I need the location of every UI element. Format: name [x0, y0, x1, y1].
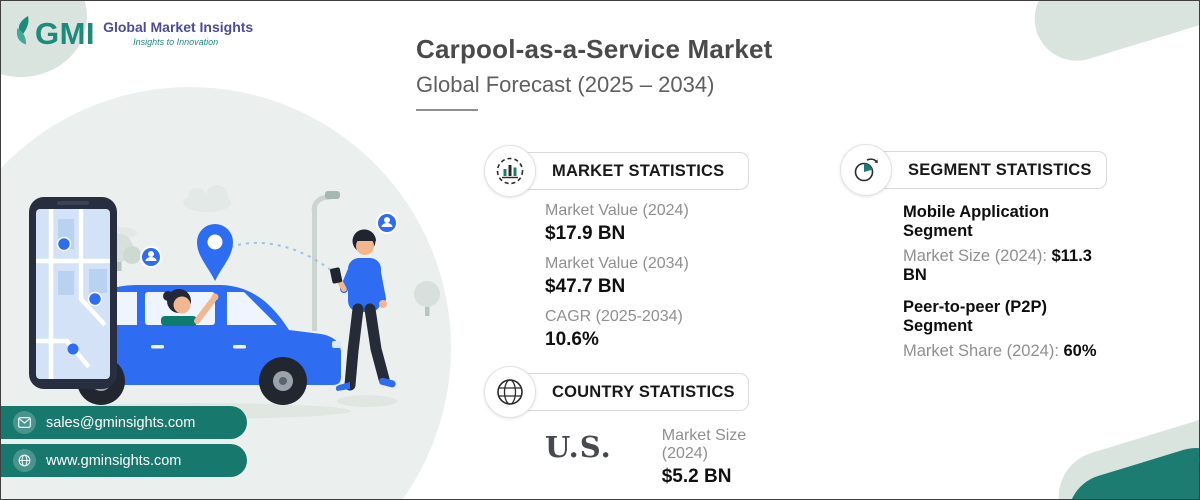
street-lamp-graphic — [311, 191, 340, 331]
segment-name: Mobile Application Segment — [903, 203, 1050, 240]
stat-value: $47.7 BN — [545, 276, 626, 297]
segment-stat: Market Size (2024): $11.3 BN — [903, 247, 1107, 285]
contact-block: sales@gminsights.com www.gminsights.com — [1, 401, 247, 477]
map-pin-icon — [197, 224, 233, 281]
envelope-icon — [13, 411, 36, 434]
segment-item: Peer-to-peer (P2P) Segment Market Share … — [903, 298, 1107, 361]
segment-stat-label: Market Size (2024): — [903, 247, 1047, 265]
stat-label: Market Value (2024) — [545, 202, 689, 219]
brand-logo: GMI Global Market Insights Insights to I… — [15, 15, 253, 52]
globe-icon — [13, 449, 36, 472]
stat-item: Market Value (2024) $17.9 BN — [545, 202, 749, 245]
stat-label: CAGR (2025-2034) — [545, 308, 683, 325]
leaf-icon — [15, 15, 30, 52]
brand-name: Global Market Insights — [103, 18, 254, 35]
country-statistics-heading: COUNTRY STATISTICS — [552, 382, 735, 401]
subtitle-underline — [416, 109, 478, 111]
clouds-graphic — [105, 185, 231, 239]
segment-stat-value: 60% — [1063, 342, 1097, 360]
stat-value: $5.2 BN — [661, 466, 732, 487]
segment-name: Peer-to-peer (P2P) Segment — [903, 298, 1047, 335]
brand-initials: GMI — [35, 16, 96, 51]
email-link[interactable]: sales@gminsights.com — [1, 406, 247, 439]
segment-item: Mobile Application Segment Market Size (… — [903, 203, 1107, 285]
country-statistics-header: COUNTRY STATISTICS — [484, 366, 749, 418]
page-subtitle: Global Forecast (2025 – 2034) — [416, 72, 715, 97]
segment-statistics-heading: SEGMENT STATISTICS — [908, 160, 1092, 179]
market-statistics-header: MARKET STATISTICS — [484, 145, 749, 197]
pie-chart-icon — [840, 144, 892, 196]
market-statistics-section: MARKET STATISTICS Market Value (2024) $1… — [484, 145, 749, 361]
stat-label: Market Value (2034) — [545, 255, 689, 272]
country-statistics-section: COUNTRY STATISTICS U.S. Market Size (202… — [484, 366, 749, 498]
page-title: Carpool-as-a-Service Market — [416, 34, 773, 64]
corner-accent-top-right — [1024, 1, 1199, 72]
globe-bar-chart-icon — [484, 145, 536, 197]
globe-icon — [484, 366, 536, 418]
tree-graphic-right — [414, 281, 440, 316]
rider-avatar-icon — [376, 212, 398, 234]
segment-stat-value: $11.3 BN — [903, 247, 1092, 284]
market-statistics-heading: MARKET STATISTICS — [552, 161, 725, 180]
segment-statistics-header: SEGMENT STATISTICS — [840, 144, 1107, 196]
stat-item: CAGR (2025-2034) 10.6% — [545, 308, 749, 351]
segment-statistics-section: SEGMENT STATISTICS Mobile Application Se… — [840, 144, 1107, 374]
header: Carpool-as-a-Service Market Global Forec… — [416, 34, 773, 111]
stat-value: 10.6% — [545, 329, 599, 350]
stat-item: Market Size (2024) $5.2 BN — [662, 427, 749, 488]
passenger-graphic — [330, 229, 396, 391]
segment-stat-label: Market Share (2024): — [903, 342, 1059, 360]
rider-avatar-icon — [140, 246, 162, 268]
country-name: U.S. — [545, 430, 612, 464]
brand-tagline: Insights to Innovation — [133, 37, 219, 48]
driver-graphic — [161, 289, 219, 326]
website-link[interactable]: www.gminsights.com — [1, 444, 247, 477]
stat-item: Market Value (2034) $47.7 BN — [545, 255, 749, 298]
stat-label: Market Size (2024) — [661, 427, 747, 462]
stat-value: $17.9 BN — [545, 223, 626, 244]
website-text: www.gminsights.com — [46, 452, 182, 469]
email-text: sales@gminsights.com — [46, 414, 196, 431]
segment-stat: Market Share (2024): 60% — [903, 342, 1107, 361]
phone-map-graphic — [29, 197, 117, 389]
